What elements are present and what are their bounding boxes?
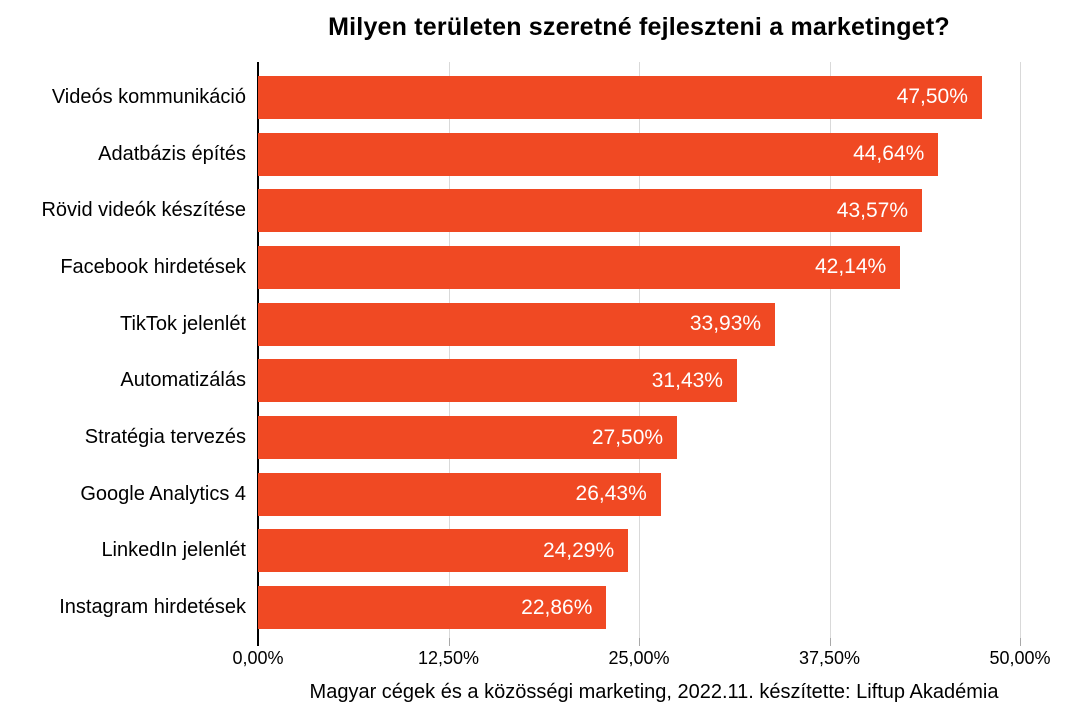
value-label: 27,50%: [591, 425, 664, 449]
bar-rows: Videós kommunikáció 47,50% Adatbázis építé…: [0, 69, 1020, 636]
bar-track: 33,93%: [258, 296, 1020, 353]
bar: 42,14%: [258, 245, 901, 289]
bar-track: 31,43%: [258, 353, 1020, 410]
bar-track: 24,29%: [258, 523, 1020, 580]
gridline: [829, 62, 831, 638]
bar-track: 42,14%: [258, 239, 1020, 296]
chart-row: Instagram hirdetések 22,86%: [0, 579, 1020, 636]
bar-track: 27,50%: [258, 409, 1020, 466]
bar-track: 47,50%: [258, 69, 1020, 126]
bar: 33,93%: [258, 302, 776, 346]
bar-track: 22,86%: [258, 579, 1020, 636]
value-label: 44,64%: [853, 142, 925, 166]
bar-track: 44,64%: [258, 126, 1020, 183]
chart-row: Videós kommunikáció 47,50%: [0, 69, 1020, 126]
chart-row: TikTok jelenlét 33,93%: [0, 296, 1020, 353]
category-label: Instagram hirdetések: [59, 596, 246, 619]
category-label: Videós kommunikáció: [51, 85, 246, 108]
chart-row: Rövid videók készítése 43,57%: [0, 182, 1020, 239]
gridline: [1020, 62, 1021, 638]
bar-track: 43,57%: [258, 182, 1020, 239]
gridline: [448, 62, 450, 638]
bar-track: 26,43%: [258, 466, 1020, 523]
bar: 31,43%: [258, 359, 737, 403]
gridline: [639, 62, 640, 638]
value-label: 43,57%: [836, 198, 908, 222]
chart-row: Adatbázis építés 44,64%: [0, 126, 1020, 183]
bar: 26,43%: [258, 472, 661, 516]
value-label: 22,86%: [521, 595, 593, 619]
axis-tick: [829, 638, 831, 646]
category-label: Rövid videók készítése: [41, 199, 246, 222]
source-note: Magyar cégek és a közösségi marketing, 2…: [309, 681, 999, 703]
value-label: 26,43%: [575, 482, 647, 506]
category-label: Adatbázis építés: [98, 142, 246, 165]
bar: 22,86%: [258, 586, 607, 630]
value-label: 33,93%: [689, 312, 762, 336]
category-label: Automatizálás: [120, 369, 246, 392]
bar: 44,64%: [258, 132, 939, 176]
chart-row: Google Analytics 4 26,43%: [0, 466, 1020, 523]
y-axis-line: [257, 62, 259, 646]
bar: 24,29%: [258, 529, 629, 573]
x-tick-label: 37,50%: [798, 648, 861, 668]
value-label: 31,43%: [651, 368, 723, 392]
value-label: 24,29%: [542, 538, 615, 562]
plot-area: Videós kommunikáció 47,50% Adatbázis építé…: [0, 62, 1021, 646]
x-tick-label: 0,00%: [232, 648, 284, 668]
chart-row: Stratégia tervezés 27,50%: [0, 409, 1020, 466]
axis-tick: [1020, 638, 1021, 646]
bar: 47,50%: [258, 75, 982, 119]
x-axis-labels: 0,00% 12,50% 25,00% 37,50% 50,00%: [232, 648, 1050, 670]
category-label: Facebook hirdetések: [60, 255, 246, 278]
x-tick-label: 25,00%: [608, 648, 670, 668]
plot-background: [257, 62, 1021, 646]
category-label: Google Analytics 4: [80, 482, 246, 505]
category-label: LinkedIn jelenlét: [101, 539, 246, 562]
bar: 43,57%: [258, 189, 922, 233]
bar: 27,50%: [258, 416, 678, 460]
x-tick-label: 50,00%: [989, 648, 1051, 668]
category-label: Stratégia tervezés: [84, 426, 246, 449]
axis-tick: [448, 638, 450, 646]
axis-tick: [639, 638, 640, 646]
category-label: TikTok jelenlét: [120, 312, 246, 335]
chart-row: LinkedIn jelenlét 24,29%: [0, 523, 1020, 580]
x-tick-label: 12,50%: [417, 648, 480, 668]
chart-row: Automatizálás 31,43%: [0, 353, 1020, 410]
chart-row: Facebook hirdetések 42,14%: [0, 239, 1020, 296]
value-label: 42,14%: [814, 255, 887, 279]
value-label: 47,50%: [896, 85, 968, 109]
chart-title: Milyen területen szeretné fejleszteni a …: [328, 13, 950, 41]
